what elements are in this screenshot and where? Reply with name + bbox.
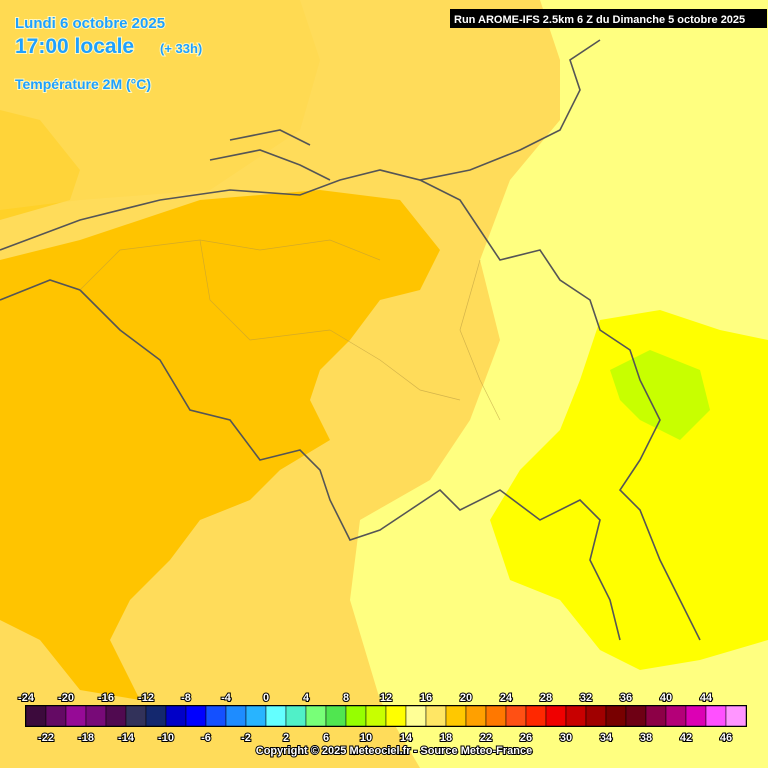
legend-box xyxy=(305,705,327,727)
header: Lundi 6 octobre 2025 17:00 locale (+ 33h… xyxy=(14,9,767,93)
legend-label: 8 xyxy=(343,692,349,704)
legend-box xyxy=(605,705,627,727)
legend-label: 24 xyxy=(500,692,513,704)
coastline xyxy=(0,39,601,251)
legend: -24-22-20-18-16-14-12-10-8-6-4-202468101… xyxy=(17,691,747,745)
legend-label: 28 xyxy=(540,692,552,704)
legend-label: -18 xyxy=(78,732,94,744)
legend-label: 2 xyxy=(283,732,289,744)
legend-label: -4 xyxy=(221,692,232,704)
legend-box xyxy=(485,705,507,727)
legend-label: -16 xyxy=(98,692,114,704)
sea-field xyxy=(0,0,320,210)
legend-box xyxy=(425,705,447,727)
legend-label: 16 xyxy=(420,692,432,704)
legend-box xyxy=(565,705,587,727)
legend-box xyxy=(405,705,427,727)
legend-label: 46 xyxy=(720,732,732,744)
border-east xyxy=(419,179,701,641)
legend-label: 34 xyxy=(600,732,613,744)
legend-label: 30 xyxy=(560,732,572,744)
legend-box xyxy=(265,705,287,727)
legend-box xyxy=(645,705,667,727)
legend-label: 12 xyxy=(380,692,392,704)
legend-box xyxy=(665,705,687,727)
legend-label: -22 xyxy=(38,732,54,744)
copyright: Copyright © 2025 Meteociel.fr - Source M… xyxy=(256,745,532,757)
legend-box xyxy=(625,705,647,727)
legend-box xyxy=(505,705,527,727)
time: 17:00 locale xyxy=(15,35,134,58)
legend-box xyxy=(105,705,127,727)
legend-box xyxy=(705,705,727,727)
legend-label: -2 xyxy=(241,732,251,744)
legend-box xyxy=(385,705,407,727)
legend-label: 18 xyxy=(440,732,452,744)
legend-box xyxy=(465,705,487,727)
legend-box xyxy=(725,705,747,727)
legend-label: -8 xyxy=(181,692,191,704)
legend-box xyxy=(145,705,167,727)
legend-box xyxy=(245,705,267,727)
legend-label: 32 xyxy=(580,692,592,704)
legend-label: -20 xyxy=(58,692,74,704)
legend-label: 26 xyxy=(520,732,532,744)
legend-box xyxy=(585,705,607,727)
legend-label: -12 xyxy=(138,692,154,704)
legend-label: 44 xyxy=(700,692,713,704)
legend-box xyxy=(445,705,467,727)
legend-label: 14 xyxy=(400,732,413,744)
legend-box xyxy=(125,705,147,727)
legend-label: -10 xyxy=(158,732,174,744)
orange-field xyxy=(0,190,440,700)
legend-label: 40 xyxy=(660,692,672,704)
legend-box xyxy=(165,705,187,727)
date: Lundi 6 octobre 2025 xyxy=(15,15,165,32)
run-box xyxy=(450,9,767,28)
legend-label: 0 xyxy=(263,692,269,704)
legend-label: 42 xyxy=(680,732,692,744)
legend-label: 36 xyxy=(620,692,632,704)
legend-box xyxy=(525,705,547,727)
legend-box xyxy=(685,705,707,727)
legend-box xyxy=(325,705,347,727)
legend-box xyxy=(185,705,207,727)
legend-box xyxy=(365,705,387,727)
legend-box xyxy=(225,705,247,727)
legend-label: 4 xyxy=(303,692,310,704)
legend-box xyxy=(45,705,67,727)
lead: (+ 33h) xyxy=(160,41,202,56)
border-south xyxy=(0,279,621,641)
legend-box xyxy=(25,705,47,727)
legend-label: 6 xyxy=(323,732,329,744)
run: Run AROME-IFS 2.5km 6 Z du Dimanche 5 oc… xyxy=(454,14,745,26)
green-field xyxy=(610,350,710,440)
legend-label: -6 xyxy=(201,732,211,744)
legend-box xyxy=(85,705,107,727)
parameter: Température 2M (°C) xyxy=(15,76,151,92)
provinces xyxy=(79,239,501,421)
legend-label: 38 xyxy=(640,732,652,744)
legend-box xyxy=(285,705,307,727)
estuary xyxy=(209,129,331,181)
legend-label: -14 xyxy=(118,732,135,744)
legend-box xyxy=(345,705,367,727)
legend-label: 10 xyxy=(360,732,372,744)
legend-box xyxy=(65,705,87,727)
legend-box xyxy=(205,705,227,727)
legend-box xyxy=(545,705,567,727)
legend-label: 20 xyxy=(460,692,472,704)
legend-label: -24 xyxy=(18,692,35,704)
legend-label: 22 xyxy=(480,732,492,744)
